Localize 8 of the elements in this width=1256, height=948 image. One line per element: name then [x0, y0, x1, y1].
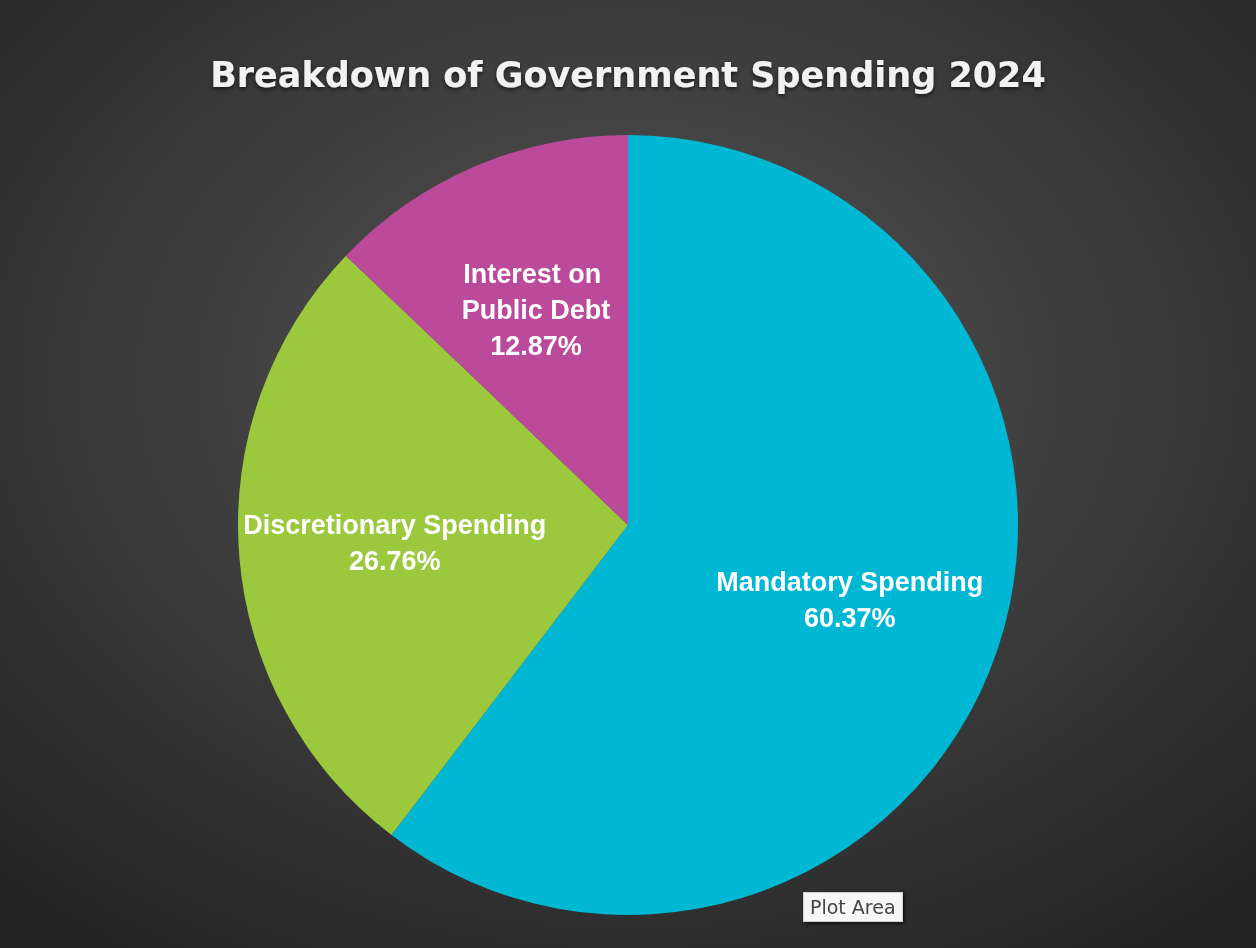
chart-title: Breakdown of Government Spending 2024 [210, 54, 1046, 95]
data-label: 12.87% [490, 330, 582, 361]
data-label: 60.37% [803, 602, 896, 633]
data-label: 26.76% [348, 546, 441, 577]
slice-label: Interest on Public Debt [461, 258, 611, 325]
tooltip-box: Plot Area [803, 892, 903, 922]
slice-label: Mandatory Spending [716, 566, 984, 597]
slice-label: Discretionary Spending [243, 510, 547, 541]
